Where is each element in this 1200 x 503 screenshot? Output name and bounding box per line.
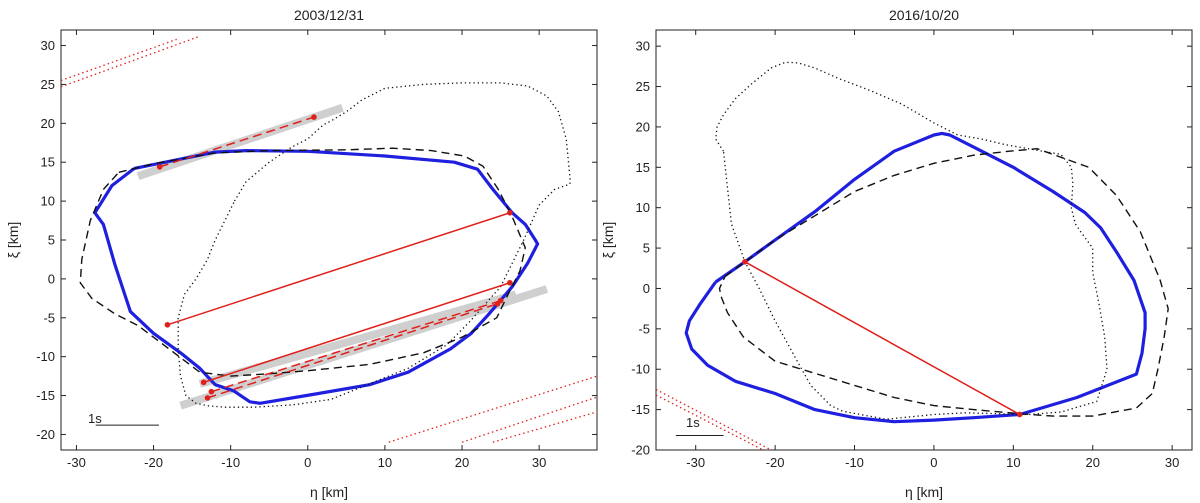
y-tick-label: 25 bbox=[41, 77, 55, 92]
x-tick-label: 0 bbox=[304, 455, 311, 470]
plot-content bbox=[656, 61, 1169, 450]
x-tick-label: 20 bbox=[455, 455, 469, 470]
x-tick-label: -10 bbox=[221, 455, 240, 470]
shape-outline-model-dashed bbox=[79, 147, 527, 377]
plot-area-left: -30 -20 -10 0 10 20 30 -20 -15 -10 -5 0 5 10 15 20 25 30 bbox=[36, 30, 597, 470]
plot-area-right: -30 -20 -10 0 10 20 30 -20 -15 -10 -5 0 5 10 15 20 25 30 bbox=[631, 30, 1192, 470]
chart-title-left: 2003/12/31 bbox=[294, 7, 364, 23]
occultation-chord bbox=[211, 299, 501, 393]
x-axis-label-right: η [km] bbox=[905, 484, 943, 500]
chord-endpoint-marker bbox=[507, 279, 513, 286]
shape-outline-model-blue bbox=[93, 149, 540, 405]
negative-chord bbox=[461, 396, 597, 443]
x-tick-label: -20 bbox=[766, 455, 785, 470]
chord-endpoint-marker bbox=[507, 209, 513, 216]
y-tick-label: 25 bbox=[636, 79, 650, 94]
negative-chord bbox=[61, 35, 201, 88]
chord-endpoint-marker bbox=[204, 395, 211, 401]
chord-endpoint-marker bbox=[164, 321, 171, 328]
x-tick-label: -30 bbox=[67, 455, 86, 470]
negative-chord bbox=[656, 388, 772, 450]
x-tick-label: 30 bbox=[532, 455, 546, 470]
panel-right: 2016/10/20 η [km] ξ [km] 1s -30 -20 -10 0 10… bbox=[600, 7, 1193, 500]
panel-left: 2003/12/31 η [km] ξ [km] 1s -30 -20 -10 0 10… bbox=[5, 7, 598, 500]
chart-title-right: 2016/10/20 bbox=[889, 7, 959, 23]
occultation-chord bbox=[207, 303, 498, 399]
y-axis-label-right: ξ [km] bbox=[600, 222, 616, 259]
negative-chord bbox=[61, 38, 177, 82]
x-tick-label: 20 bbox=[1086, 455, 1100, 470]
y-axis-label-left: ξ [km] bbox=[5, 222, 21, 259]
x-tick-label: 10 bbox=[1006, 455, 1020, 470]
scale-bar-label-right: 1s bbox=[686, 415, 700, 430]
x-axis-label-left: η [km] bbox=[310, 484, 348, 500]
y-tick-label: 20 bbox=[636, 119, 650, 134]
occultation-chord bbox=[744, 261, 1021, 416]
y-tick-label: 5 bbox=[643, 241, 650, 256]
shape-outline-model-blue bbox=[684, 131, 1147, 424]
negative-chord bbox=[388, 375, 597, 443]
chord-endpoint-marker bbox=[200, 379, 207, 386]
x-tick-label: 0 bbox=[930, 455, 937, 470]
plot-frame-left bbox=[60, 29, 598, 451]
shape-outline-model-dotted bbox=[177, 82, 571, 408]
y-tick-label: 15 bbox=[41, 155, 55, 170]
y-tick-label: 0 bbox=[48, 271, 55, 286]
y-tick-label: -20 bbox=[631, 443, 650, 458]
y-tick-label: -15 bbox=[36, 388, 55, 403]
y-tick-label: -10 bbox=[631, 362, 650, 377]
shape-outline-model-dashed bbox=[718, 147, 1169, 417]
chord-endpoint-marker bbox=[156, 164, 163, 170]
x-tick-label: 10 bbox=[378, 455, 392, 470]
y-tick-label: -20 bbox=[36, 427, 55, 442]
occultation-chord bbox=[203, 282, 511, 384]
plot-frame-right bbox=[655, 29, 1193, 451]
x-tick-label: -30 bbox=[686, 455, 705, 470]
x-tick-label: -20 bbox=[144, 455, 163, 470]
chord-endpoint-marker bbox=[311, 114, 317, 120]
plot-content bbox=[61, 35, 597, 443]
negative-chord bbox=[656, 394, 764, 450]
y-tick-label: 5 bbox=[48, 233, 55, 248]
y-tick-label: -15 bbox=[631, 402, 650, 417]
chord-endpoint-marker bbox=[208, 388, 215, 395]
y-tick-label: 30 bbox=[636, 39, 650, 54]
scale-bar-label-left: 1s bbox=[88, 411, 102, 426]
y-tick-label: 15 bbox=[636, 160, 650, 175]
y-tick-label: -5 bbox=[43, 310, 55, 325]
chord-endpoint-marker bbox=[1016, 411, 1023, 418]
x-tick-label: -10 bbox=[845, 455, 864, 470]
y-tick-label: 0 bbox=[643, 281, 650, 296]
chord-endpoint-marker bbox=[742, 259, 748, 265]
negative-chord bbox=[492, 411, 597, 443]
y-tick-label: 10 bbox=[41, 194, 55, 209]
y-tick-label: 10 bbox=[636, 200, 650, 215]
x-tick-label: 30 bbox=[1165, 455, 1179, 470]
chord-endpoint-marker bbox=[494, 300, 501, 307]
y-tick-label: 30 bbox=[41, 38, 55, 53]
occultation-chord bbox=[167, 212, 511, 326]
y-tick-label: -10 bbox=[36, 349, 55, 364]
y-tick-label: -5 bbox=[638, 321, 650, 336]
y-tick-label: 20 bbox=[41, 116, 55, 131]
timing-uncertainty-band bbox=[198, 290, 518, 388]
